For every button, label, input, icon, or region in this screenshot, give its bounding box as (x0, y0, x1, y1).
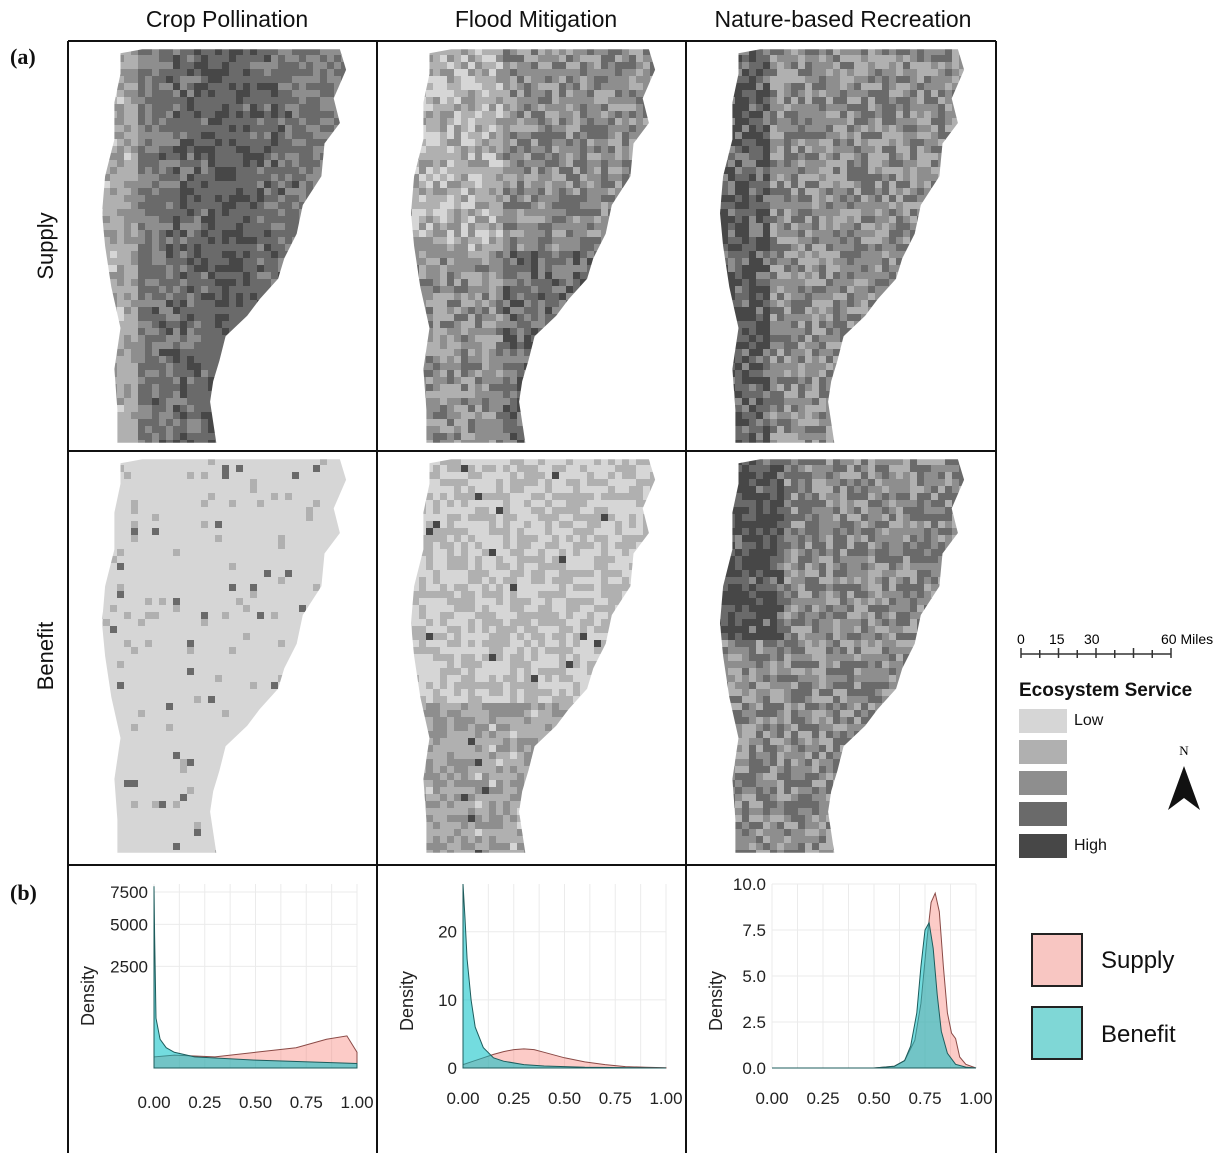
map-flood-mitigation-supply (411, 49, 656, 443)
y-tick-label: 0 (448, 1059, 457, 1078)
density-plot-nature-recreation: 0.00 0.25 0.50 0.75 1.00 0.0 2.5 5.0 7.5 10.0 Dens… (706, 875, 993, 1108)
column-title-nature-recreation: Nature-based Recreation (714, 6, 972, 32)
density-area-benefit (462, 883, 667, 1069)
legend-high-label: High (1074, 837, 1107, 854)
y-tick-label: 2.5 (742, 1013, 766, 1032)
density-area-benefit (772, 921, 977, 1069)
scale-tick-30: 30 (1084, 631, 1100, 647)
density-area-benefit (153, 886, 358, 1069)
x-tick-label: 0.50 (239, 1093, 272, 1112)
density-legend-swatch-supply (1031, 933, 1083, 987)
map-crop-pollination-supply (102, 49, 347, 443)
y-axis-label: Density (78, 966, 98, 1026)
x-tick-label: 0.75 (290, 1093, 323, 1112)
y-tick-label: 2500 (110, 957, 148, 976)
legend-swatch-4 (1019, 802, 1067, 826)
y-tick-label: 5.0 (742, 967, 766, 986)
scale-tick-15: 15 (1049, 631, 1065, 647)
y-tick-label: 7500 (110, 883, 148, 902)
y-tick-label: 20 (438, 923, 457, 942)
scale-tick-0: 0 (1017, 631, 1025, 647)
x-tick-label: 0.00 (137, 1093, 170, 1112)
x-tick-label: 0.25 (188, 1093, 221, 1112)
map-nature-recreation-benefit (720, 459, 965, 853)
x-tick-label: 0.50 (857, 1089, 890, 1108)
y-tick-label: 5000 (110, 915, 148, 934)
y-tick-label: 10.0 (733, 875, 766, 894)
map-flood-mitigation-benefit (411, 459, 656, 853)
north-arrow-icon: N (1168, 743, 1200, 810)
y-axis-label: Density (397, 971, 417, 1031)
x-tick-label: 0.75 (908, 1089, 941, 1108)
map-crop-pollination-benefit (102, 459, 347, 853)
scale-bar: 0 15 30 60 Miles (1017, 631, 1213, 658)
y-tick-label: 7.5 (742, 921, 766, 940)
density-legend-swatch-benefit (1031, 1006, 1083, 1060)
y-axis-label: Density (706, 971, 726, 1031)
x-tick-label: 0.00 (446, 1089, 479, 1108)
legend-swatch-2 (1019, 740, 1067, 764)
x-tick-label: 1.00 (340, 1093, 373, 1112)
column-title-flood-mitigation: Flood Mitigation (454, 6, 618, 32)
density-plot-crop-pollination: 0.00 0.25 0.50 0.75 1.00 2500 5000 7500 Density (78, 883, 374, 1112)
column-title-crop-pollination: Crop Pollination (145, 6, 309, 32)
gridlines (153, 884, 358, 1068)
legend-title: Ecosystem Service (1019, 680, 1193, 701)
legend-low-label: Low (1074, 712, 1104, 729)
scale-tick-60-miles: 60 Miles (1161, 631, 1213, 647)
x-tick-label: 0.50 (548, 1089, 581, 1108)
x-tick-label: 1.00 (649, 1089, 682, 1108)
gridlines (462, 884, 667, 1069)
map-grid (67, 40, 997, 1153)
panel-label-a: (a) (10, 44, 36, 69)
y-tick-label: 10 (438, 991, 457, 1010)
x-tick-label: 1.00 (959, 1089, 992, 1108)
x-tick-label: 0.25 (806, 1089, 839, 1108)
legend-swatch-5 (1019, 834, 1067, 858)
x-tick-label: 0.75 (599, 1089, 632, 1108)
legend-swatch-1 (1019, 709, 1067, 733)
x-tick-label: 0.00 (755, 1089, 788, 1108)
map-nature-recreation-supply (720, 49, 965, 443)
north-label: N (1179, 743, 1189, 758)
legend-swatch-3 (1019, 771, 1067, 795)
x-tick-label: 0.25 (497, 1089, 530, 1108)
panel-label-b: (b) (10, 880, 37, 905)
y-tick-label: 0.0 (742, 1059, 766, 1078)
density-legend-label-supply: Supply (1101, 947, 1175, 974)
density-legend-label-benefit: Benefit (1101, 1021, 1176, 1048)
density-plot-flood-mitigation: 0.00 0.25 0.50 0.75 1.00 0 10 20 Density (397, 883, 683, 1108)
